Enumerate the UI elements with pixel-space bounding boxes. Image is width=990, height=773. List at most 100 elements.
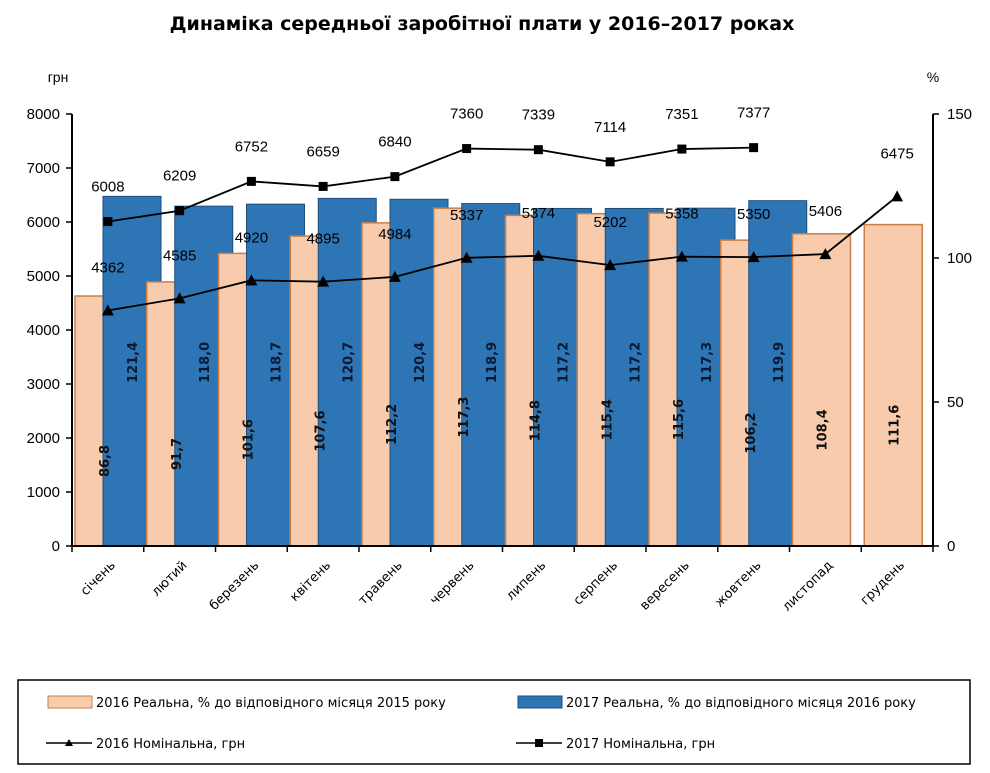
line-2016-nominal — [107, 195, 898, 312]
data-label: 4920 — [235, 229, 268, 246]
y-tick-label: 6000 — [27, 214, 60, 231]
point-marker-triangle — [460, 251, 473, 263]
bar-label-2016: 117,3 — [457, 397, 472, 438]
data-label: 5202 — [593, 214, 626, 231]
data-label: 6008 — [91, 179, 124, 196]
bar-label-2017: 117,2 — [557, 342, 572, 383]
x-tick-label: грудень — [858, 558, 908, 608]
x-tick-label: серпень — [571, 558, 621, 608]
y2-tick-label: 0 — [947, 538, 955, 555]
chart-title: Динаміка середньої заробітної плати у 20… — [170, 13, 795, 35]
point-marker-triangle — [317, 275, 330, 287]
point-marker-triangle — [245, 274, 258, 286]
point-marker-triangle — [891, 190, 904, 202]
point-marker-square — [318, 181, 328, 191]
bar-2016-real — [791, 233, 852, 547]
y2-tick-label: 100 — [947, 250, 972, 267]
point-marker-square — [533, 145, 543, 155]
legend-label: 2017 Реальна, % до відповідного місяця 2… — [566, 696, 916, 711]
y-tick-label: 3000 — [27, 376, 60, 393]
x-tick-label: березень — [207, 558, 262, 613]
y2-tick-label: 50 — [947, 394, 964, 411]
y-tick-label: 0 — [52, 538, 60, 555]
y-tick-label: 8000 — [27, 106, 60, 123]
point-marker-square — [103, 217, 113, 227]
data-label: 6752 — [235, 138, 268, 155]
bar-label-2017: 117,2 — [628, 342, 643, 383]
point-marker-triangle — [604, 259, 617, 271]
data-label: 7114 — [594, 119, 626, 136]
x-tick-label: січень — [78, 558, 119, 599]
x-tick-label: травень — [356, 558, 406, 608]
data-label: 4984 — [378, 226, 411, 243]
bar-labels-layer: 86,8 121,4 91,7 118,0 101,6 118,7 107,6 120,7 11… — [98, 342, 902, 477]
x-tick-label: листопад — [780, 558, 836, 614]
data-label: 6475 — [880, 145, 913, 162]
bar-label-2017: 118,0 — [198, 342, 213, 383]
bar-2016-real — [863, 223, 923, 547]
bar-label-2016: 107,6 — [313, 410, 328, 451]
y-tick-label: 1000 — [27, 484, 60, 501]
data-label: 5374 — [522, 205, 555, 222]
legend-swatch-bar — [517, 695, 563, 709]
data-label: 5406 — [809, 203, 842, 220]
x-tick-label: червень — [427, 558, 477, 608]
x-tick-label: жовтень — [712, 558, 764, 610]
point-marker-square — [246, 176, 256, 186]
y-tick-label: 2000 — [27, 430, 60, 447]
x-tick-label: лютий — [149, 558, 191, 600]
bar-label-2016: 86,8 — [98, 445, 113, 477]
point-marker-triangle — [101, 304, 114, 316]
legend-label: 2016 Реальна, % до відповідного місяця 2… — [96, 696, 446, 711]
bar-label-2016: 91,7 — [170, 438, 185, 470]
y2-axis-unit-label: % — [927, 69, 939, 85]
point-marker-square — [390, 172, 400, 182]
data-label: 4895 — [306, 231, 339, 248]
y2-tick-label: 150 — [947, 106, 972, 123]
data-label: 6840 — [378, 134, 411, 151]
x-tick-label: квітень — [287, 558, 334, 605]
line-2017-nominal — [107, 146, 754, 223]
point-marker-square — [749, 143, 759, 153]
point-marker-square — [462, 144, 472, 154]
point-marker-triangle — [388, 270, 401, 282]
bar-label-2017: 118,9 — [485, 342, 500, 383]
bar-label-2017: 118,7 — [270, 342, 285, 383]
point-marker-square — [175, 206, 185, 216]
data-label: 7360 — [450, 106, 483, 123]
bar-label-2017: 121,4 — [126, 342, 141, 383]
legend-marker-triangle — [65, 739, 73, 746]
legend-swatch-bar — [47, 695, 93, 709]
bar-label-2016: 115,4 — [600, 399, 615, 440]
legend-label: 2017 Номінальна, грн — [566, 737, 715, 752]
point-marker-square — [605, 157, 615, 167]
bar-label-2016: 114,8 — [529, 400, 544, 441]
lines-layer — [101, 143, 904, 316]
data-label: 5350 — [737, 206, 770, 223]
y-tick-label: 5000 — [27, 268, 60, 285]
data-label: 5358 — [665, 206, 698, 223]
legend: 2016 Реальна, % до відповідного місяця 2… — [17, 679, 971, 765]
data-label: 5337 — [450, 207, 483, 224]
x-tick-label: вересень — [637, 558, 692, 613]
y-tick-label: 7000 — [27, 160, 60, 177]
point-marker-triangle — [532, 249, 545, 261]
data-label: 4585 — [163, 247, 196, 264]
bar-label-2017: 120,4 — [413, 342, 428, 383]
data-label: 7351 — [665, 106, 698, 123]
data-label: 6659 — [306, 143, 339, 160]
data-label: 7377 — [737, 105, 770, 122]
point-marker-square — [677, 144, 687, 154]
y-tick-label: 4000 — [27, 322, 60, 339]
legend-frame — [17, 679, 971, 765]
legend-marker-square — [535, 739, 543, 747]
data-label: 4362 — [91, 259, 124, 276]
bar-label-2016: 111,6 — [887, 405, 902, 446]
point-labels-layer: 4362 4585 4920 4895 4984 5337 5374 5202 5358 5350… — [91, 105, 914, 277]
bar-label-2016: 108,4 — [816, 409, 831, 450]
data-label: 6209 — [163, 168, 196, 185]
bar-label-2017: 117,3 — [700, 342, 715, 383]
y-axis-unit-label: грн — [48, 69, 69, 85]
point-marker-triangle — [819, 248, 832, 260]
